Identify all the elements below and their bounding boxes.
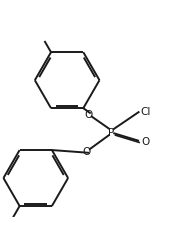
Text: P: P bbox=[108, 127, 115, 137]
Text: O: O bbox=[141, 136, 149, 146]
Text: Cl: Cl bbox=[140, 106, 150, 116]
Text: O: O bbox=[82, 147, 91, 157]
Text: O: O bbox=[84, 110, 92, 120]
